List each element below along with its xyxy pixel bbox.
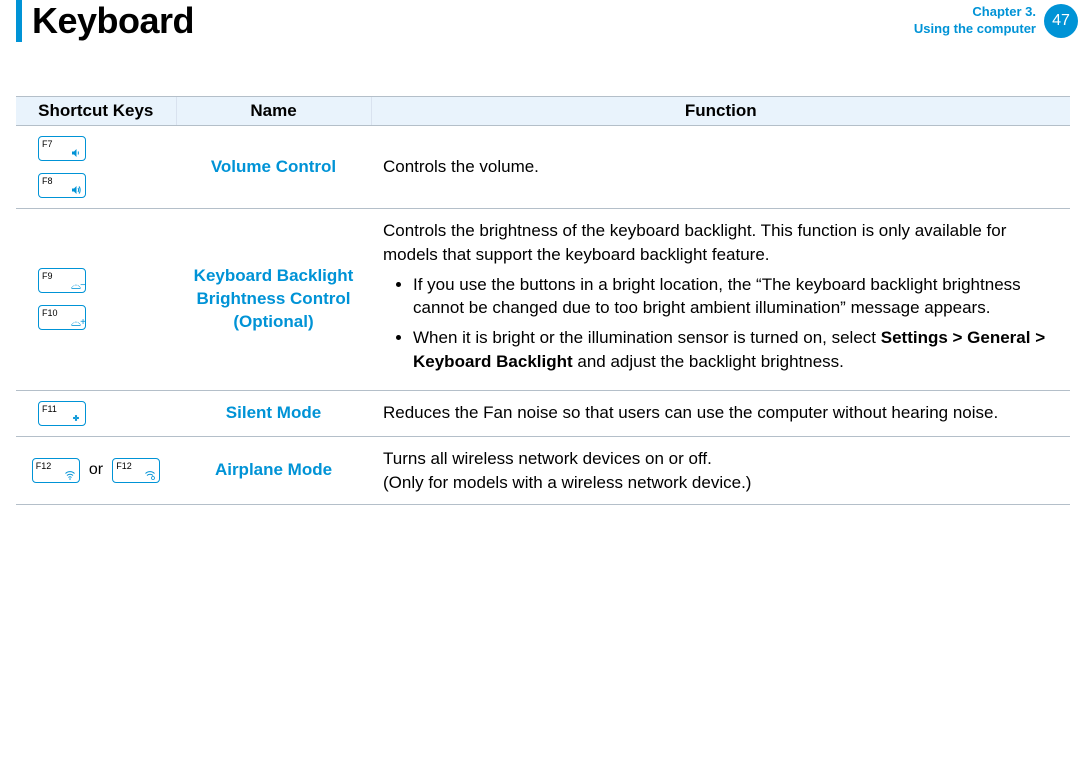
cell-function: Reduces the Fan noise so that users can … xyxy=(371,390,1070,436)
volume-low-icon xyxy=(70,147,82,159)
page-header: Keyboard Chapter 3. Using the computer 4… xyxy=(16,0,1070,42)
table-row: F12 or F12 Airplane Mode Tu xyxy=(16,436,1070,505)
cell-keys: F7 F8 xyxy=(16,126,176,209)
name-line: Brightness Control xyxy=(197,289,351,308)
table-row: F7 F8 Volume Control xyxy=(16,126,1070,209)
page-root: Keyboard Chapter 3. Using the computer 4… xyxy=(0,0,1080,766)
key-f11: F11 xyxy=(38,401,86,426)
table-header-row: Shortcut Keys Name Function xyxy=(16,97,1070,126)
col-header-shortcut-keys: Shortcut Keys xyxy=(16,97,176,126)
cell-keys: F12 or F12 xyxy=(16,436,176,505)
airplane-icon xyxy=(144,469,156,481)
cell-name: Volume Control xyxy=(176,126,371,209)
bullet-item: If you use the buttons in a bright locat… xyxy=(413,273,1058,321)
key-label: F12 xyxy=(116,460,132,473)
cell-function: Controls the brightness of the keyboard … xyxy=(371,209,1070,391)
cell-name: Silent Mode xyxy=(176,390,371,436)
fan-icon xyxy=(70,412,82,424)
function-bullets: If you use the buttons in a bright locat… xyxy=(413,273,1058,374)
cell-name: Airplane Mode xyxy=(176,436,371,505)
cell-name: Keyboard Backlight Brightness Control (O… xyxy=(176,209,371,391)
brightness-down-icon: − xyxy=(70,279,82,291)
chapter-text: Chapter 3. Using the computer xyxy=(914,4,1036,38)
table-row: F9 − F10 + xyxy=(16,209,1070,391)
page-title: Keyboard xyxy=(32,0,194,42)
name-line: Keyboard Backlight xyxy=(194,266,354,285)
key-label: F10 xyxy=(42,307,58,320)
table-row: F11 Silent Mode Reduces the Fan noise so… xyxy=(16,390,1070,436)
chapter-line-1: Chapter 3. xyxy=(972,4,1036,19)
key-label: F8 xyxy=(42,175,53,188)
chapter-box: Chapter 3. Using the computer 47 xyxy=(914,4,1078,38)
function-intro: Controls the brightness of the keyboard … xyxy=(383,219,1058,267)
key-f7: F7 xyxy=(38,136,86,161)
function-line: Turns all wireless network devices on or… xyxy=(383,449,712,468)
bullet-prefix: When it is bright or the illumination se… xyxy=(413,328,881,347)
separator-or: or xyxy=(89,459,103,481)
key-f9: F9 − xyxy=(38,268,86,293)
key-label: F9 xyxy=(42,270,53,283)
function-line: (Only for models with a wireless network… xyxy=(383,473,751,492)
cell-keys: F9 − F10 + xyxy=(16,209,176,391)
key-f10: F10 + xyxy=(38,305,86,330)
key-label: F12 xyxy=(36,460,52,473)
wifi-icon xyxy=(64,469,76,481)
col-header-function: Function xyxy=(371,97,1070,126)
key-label: F11 xyxy=(42,403,57,416)
cell-keys: F11 xyxy=(16,390,176,436)
chapter-line-2: Using the computer xyxy=(914,21,1036,36)
key-label: F7 xyxy=(42,138,53,151)
brightness-up-icon: + xyxy=(70,316,82,328)
key-f12-airplane: F12 xyxy=(112,458,160,483)
key-f12-wifi: F12 xyxy=(32,458,80,483)
name-line: (Optional) xyxy=(233,312,313,331)
page-number-badge: 47 xyxy=(1044,4,1078,38)
key-f8: F8 xyxy=(38,173,86,198)
volume-high-icon xyxy=(70,184,82,196)
bullet-suffix: and adjust the backlight brightness. xyxy=(573,352,844,371)
cell-function: Controls the volume. xyxy=(371,126,1070,209)
bullet-item: When it is bright or the illumination se… xyxy=(413,326,1058,374)
cell-function: Turns all wireless network devices on or… xyxy=(371,436,1070,505)
col-header-name: Name xyxy=(176,97,371,126)
shortcut-table: Shortcut Keys Name Function F7 xyxy=(16,96,1070,505)
